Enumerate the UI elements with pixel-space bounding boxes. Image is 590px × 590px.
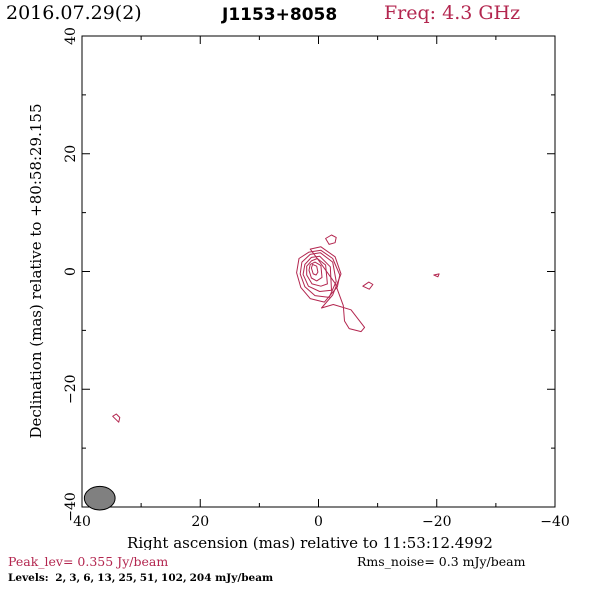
contour-line (302, 255, 332, 292)
level-value: 3, (69, 572, 81, 584)
source-name: J1153+8058 (222, 5, 338, 25)
contour-line (433, 273, 440, 278)
beam-layer (83, 485, 116, 511)
contour-line (309, 246, 366, 333)
y-axis-label: Declination (mas) relative to +80:58:29.… (27, 103, 45, 438)
contour-line (325, 234, 337, 245)
y-tick-label: 20 (63, 145, 79, 163)
x-tick-label: −20 (422, 514, 452, 530)
contour-levels: Levels: 2, 3, 6, 13, 25, 51, 102, 204 mJy/beam (8, 572, 279, 584)
y-tick-label: −40 (63, 492, 79, 522)
levels-label: Levels: (8, 572, 49, 584)
x-tick-label: 20 (191, 514, 209, 530)
level-value: 13, (97, 572, 116, 584)
rms-noise: Rms_noise= 0.3 mJy/beam (357, 554, 526, 569)
x-axis-label: Right ascension (mas) relative to 11:53:… (127, 534, 493, 550)
plot-frame (81, 35, 556, 508)
contour-line (306, 258, 328, 287)
level-value: 2, (55, 572, 67, 584)
x-tick-label: 40 (73, 514, 91, 530)
level-value: 6, (83, 572, 95, 584)
level-value: 51, (139, 572, 159, 584)
frequency-label: Freq: 4.3 GHz (384, 2, 521, 24)
observation-date: 2016.07.29(2) (6, 2, 142, 24)
contour-line (299, 252, 337, 298)
y-tick-label: 0 (63, 267, 79, 276)
y-tick-label: −20 (63, 374, 79, 404)
level-value: 102, (161, 572, 187, 584)
level-value: 25, (118, 572, 137, 584)
contour-line (308, 261, 323, 282)
contour-line (296, 249, 341, 303)
levels-values: 2, 3, 6, 13, 25, 51, 102, 204 mJy/beam (55, 572, 276, 584)
contour-line (362, 281, 374, 290)
axis-ticks: 40 20 0 −20 −40 −40 −20 0 20 40 (63, 27, 570, 530)
beam-ellipse (83, 485, 116, 511)
peak-level: Peak_lev= 0.355 Jy/beam (8, 554, 169, 569)
x-tick-label: −40 (540, 514, 570, 530)
contour-line (112, 413, 121, 423)
level-value: 204 mJy/beam (189, 572, 274, 584)
y-tick-label: 40 (63, 27, 79, 45)
x-tick-label: 0 (314, 514, 323, 530)
contour-layer (112, 234, 440, 423)
contour-plot: 40 20 0 −20 −40 −40 −20 0 20 40 Right ascension (… (27, 27, 570, 550)
contour-line (310, 263, 319, 276)
